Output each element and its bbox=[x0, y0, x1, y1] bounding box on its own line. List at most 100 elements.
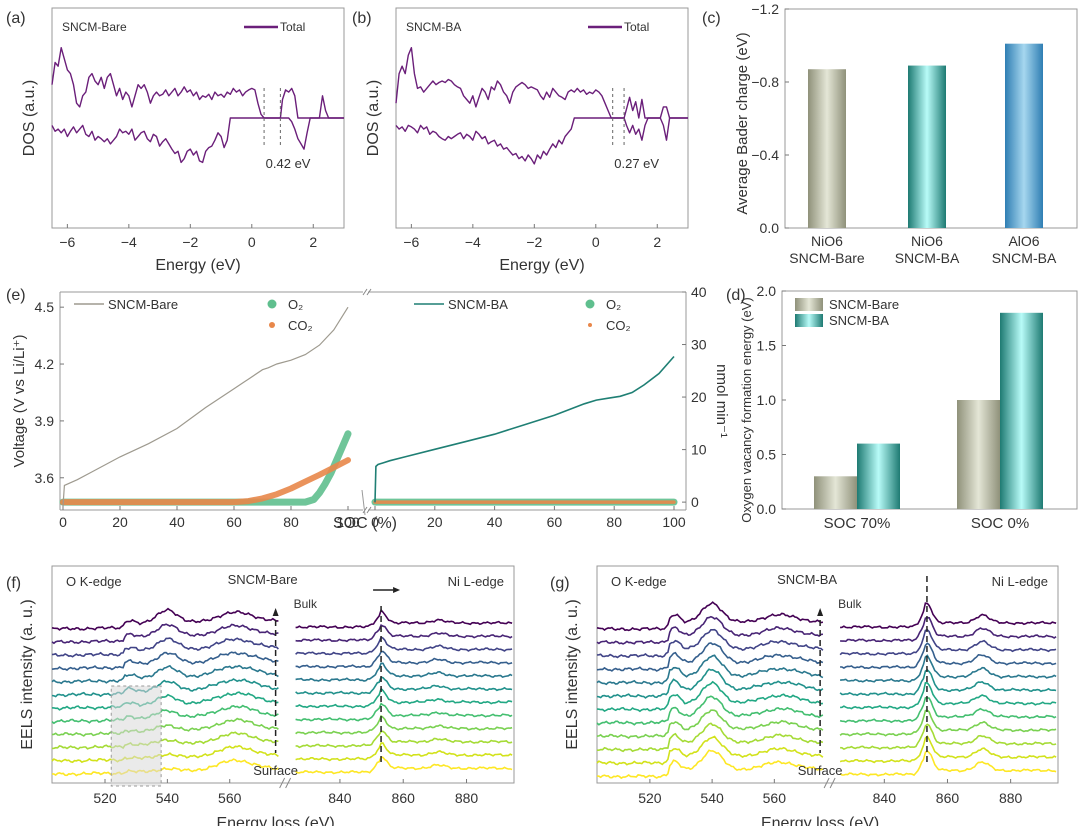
eels-spectrum-ni-l bbox=[295, 756, 513, 775]
bar-sncm-ba-1 bbox=[1000, 312, 1043, 509]
eels-spectrum-o-k bbox=[51, 717, 279, 737]
y-tick-label: 0.0 bbox=[760, 220, 780, 236]
legend-o2-marker bbox=[267, 299, 277, 309]
edge-label-o-k: O K-edge bbox=[611, 574, 667, 589]
x-axis-title: Energy (eV) bbox=[499, 257, 584, 274]
y-tick-label: 4.5 bbox=[35, 299, 55, 315]
panel-f: (f) O K-edge Ni L-edge SNCM-Bare Bulk Surface… bbox=[6, 565, 515, 826]
edge-label-ni-l: Ni L-edge bbox=[448, 574, 504, 589]
panel-b: (b) 0.27 eV SNCM-BA Total −6 −4 −2 0 2 Energy (eV… bbox=[352, 7, 689, 274]
eels-spectrum-o-k bbox=[51, 758, 279, 777]
edge-label-ni-l: Ni L-edge bbox=[992, 574, 1048, 589]
legend-label: CO₂ bbox=[288, 318, 313, 333]
x-tick-label: 20 bbox=[112, 514, 128, 530]
x-tick-label: 2 bbox=[653, 234, 661, 250]
x-tick-label: 100 bbox=[662, 514, 686, 530]
arrow-head-icon bbox=[817, 608, 824, 616]
panel-c: (c)0.0−0.4−0.8−1.2NiO6SNCM-BareNiO6SNCM-… bbox=[702, 1, 1078, 266]
eels-spectrum-o-k bbox=[596, 601, 824, 632]
panel-title: SNCM-BA bbox=[406, 20, 461, 34]
eels-spectrum-o-k bbox=[596, 695, 824, 726]
y-tick-label: −0.4 bbox=[751, 147, 779, 163]
eels-spectrum-ni-l bbox=[295, 687, 513, 709]
x-tick-label: 2 bbox=[309, 234, 317, 250]
bandgap-annotation: 0.42 eV bbox=[266, 156, 311, 171]
panel-a: (a) 0.42 eV SNCM-Bare Total −6 −4 −2 0 2 Energy (… bbox=[6, 7, 345, 274]
x-tick-label: 860 bbox=[392, 790, 416, 806]
eels-spectrum-o-k bbox=[51, 691, 279, 711]
voltage-curve-ba bbox=[374, 355, 675, 503]
y-tick-label: 0.0 bbox=[757, 501, 777, 517]
highlight-region bbox=[110, 685, 162, 787]
legend-label: SNCM-BA bbox=[829, 313, 889, 328]
x-tick-label: −2 bbox=[182, 234, 198, 250]
panel-title: SNCM-Bare bbox=[228, 572, 298, 587]
legend-co2-marker bbox=[269, 322, 275, 328]
panel-label: (b) bbox=[352, 10, 372, 27]
bulk-label: Bulk bbox=[838, 597, 862, 611]
x-tick-label: 560 bbox=[763, 790, 787, 806]
bandgap-annotation: 0.27 eV bbox=[614, 156, 659, 171]
x-tick-label: −2 bbox=[526, 234, 542, 250]
y-axis-title: Average Bader charge (eV) bbox=[734, 32, 751, 214]
x-tick-label: 0 bbox=[592, 234, 600, 250]
bar-0 bbox=[808, 69, 846, 228]
x-category-label-line2: SNCM-Bare bbox=[789, 250, 865, 266]
legend-label: CO₂ bbox=[606, 318, 631, 333]
eels-spectrum-ni-l bbox=[839, 696, 1057, 724]
y-right-tick-label: 20 bbox=[691, 389, 707, 405]
eels-spectrum-ni-l bbox=[295, 636, 513, 656]
x-tick-label: 0 bbox=[248, 234, 256, 250]
eels-spectrum-ni-l bbox=[839, 749, 1057, 777]
eels-spectrum-ni-l bbox=[840, 681, 1057, 710]
y-tick-label: 1.0 bbox=[757, 392, 777, 408]
x-tick-label: 60 bbox=[547, 514, 563, 530]
eels-spectrum-ni-l bbox=[840, 616, 1057, 643]
eels-spectrum-ni-l bbox=[295, 742, 513, 762]
x-tick-label: 840 bbox=[873, 790, 897, 806]
legend-label: SNCM-Bare bbox=[108, 297, 178, 312]
eels-spectrum-o-k bbox=[596, 654, 824, 686]
panel-title: SNCM-BA bbox=[777, 572, 837, 587]
eels-spectrum-ni-l bbox=[839, 709, 1057, 737]
plot-frame bbox=[596, 565, 1059, 784]
panel-label: (a) bbox=[6, 10, 26, 27]
x-tick-label: 40 bbox=[169, 514, 185, 530]
panel-label: (c) bbox=[702, 10, 721, 27]
bar-1 bbox=[908, 65, 946, 228]
y-tick-label: 3.9 bbox=[35, 413, 55, 429]
legend-swatch bbox=[795, 314, 823, 327]
eels-spectrum-ni-l bbox=[295, 730, 513, 749]
dos-series-spin-up bbox=[395, 47, 688, 119]
eels-spectrum-ni-l bbox=[839, 735, 1057, 764]
eels-spectrum-o-k bbox=[596, 749, 824, 780]
panel-label: (d) bbox=[726, 287, 746, 304]
legend-o2-marker bbox=[585, 299, 595, 309]
x-category-label: SOC 70% bbox=[824, 515, 891, 532]
legend-swatch bbox=[795, 298, 823, 311]
legend-label: O₂ bbox=[606, 297, 621, 312]
x-tick-label: 540 bbox=[700, 790, 724, 806]
axis-break-diagonal bbox=[361, 489, 366, 516]
eels-spectrum-o-k bbox=[51, 651, 279, 671]
y-axis-title: DOS (a.u.) bbox=[365, 80, 382, 156]
eels-spectrum-ni-l bbox=[840, 723, 1057, 751]
x-category-label-line2: SNCM-BA bbox=[895, 250, 960, 266]
eels-spectrum-o-k bbox=[596, 735, 824, 766]
axis-break-mark bbox=[366, 506, 372, 514]
bar-sncm-bare-1 bbox=[957, 400, 1000, 509]
axis-break-mark bbox=[279, 777, 286, 789]
axis-break-mark bbox=[285, 777, 292, 789]
panel-d: (d) 0.0 0.5 1.0 1.5 2.0 SOC 70% SOC 0% SNCM-Bare… bbox=[726, 283, 1078, 532]
x-tick-label: 100 bbox=[336, 514, 360, 530]
x-tick-label: 860 bbox=[936, 790, 960, 806]
x-tick-label: 60 bbox=[226, 514, 242, 530]
eels-spectrum-o-k bbox=[51, 607, 279, 631]
panel-e: (e) 3.6 3.9 4.2 4.5 0 10 20 30 40 Voltage (V vs Li… bbox=[6, 284, 730, 532]
eels-spectrum-ni-l bbox=[295, 623, 513, 643]
dos-series-spin-up bbox=[51, 47, 344, 119]
arrow-right-icon bbox=[393, 587, 401, 593]
axis-break-mark bbox=[829, 777, 836, 789]
eels-spectrum-ni-l bbox=[295, 676, 513, 696]
